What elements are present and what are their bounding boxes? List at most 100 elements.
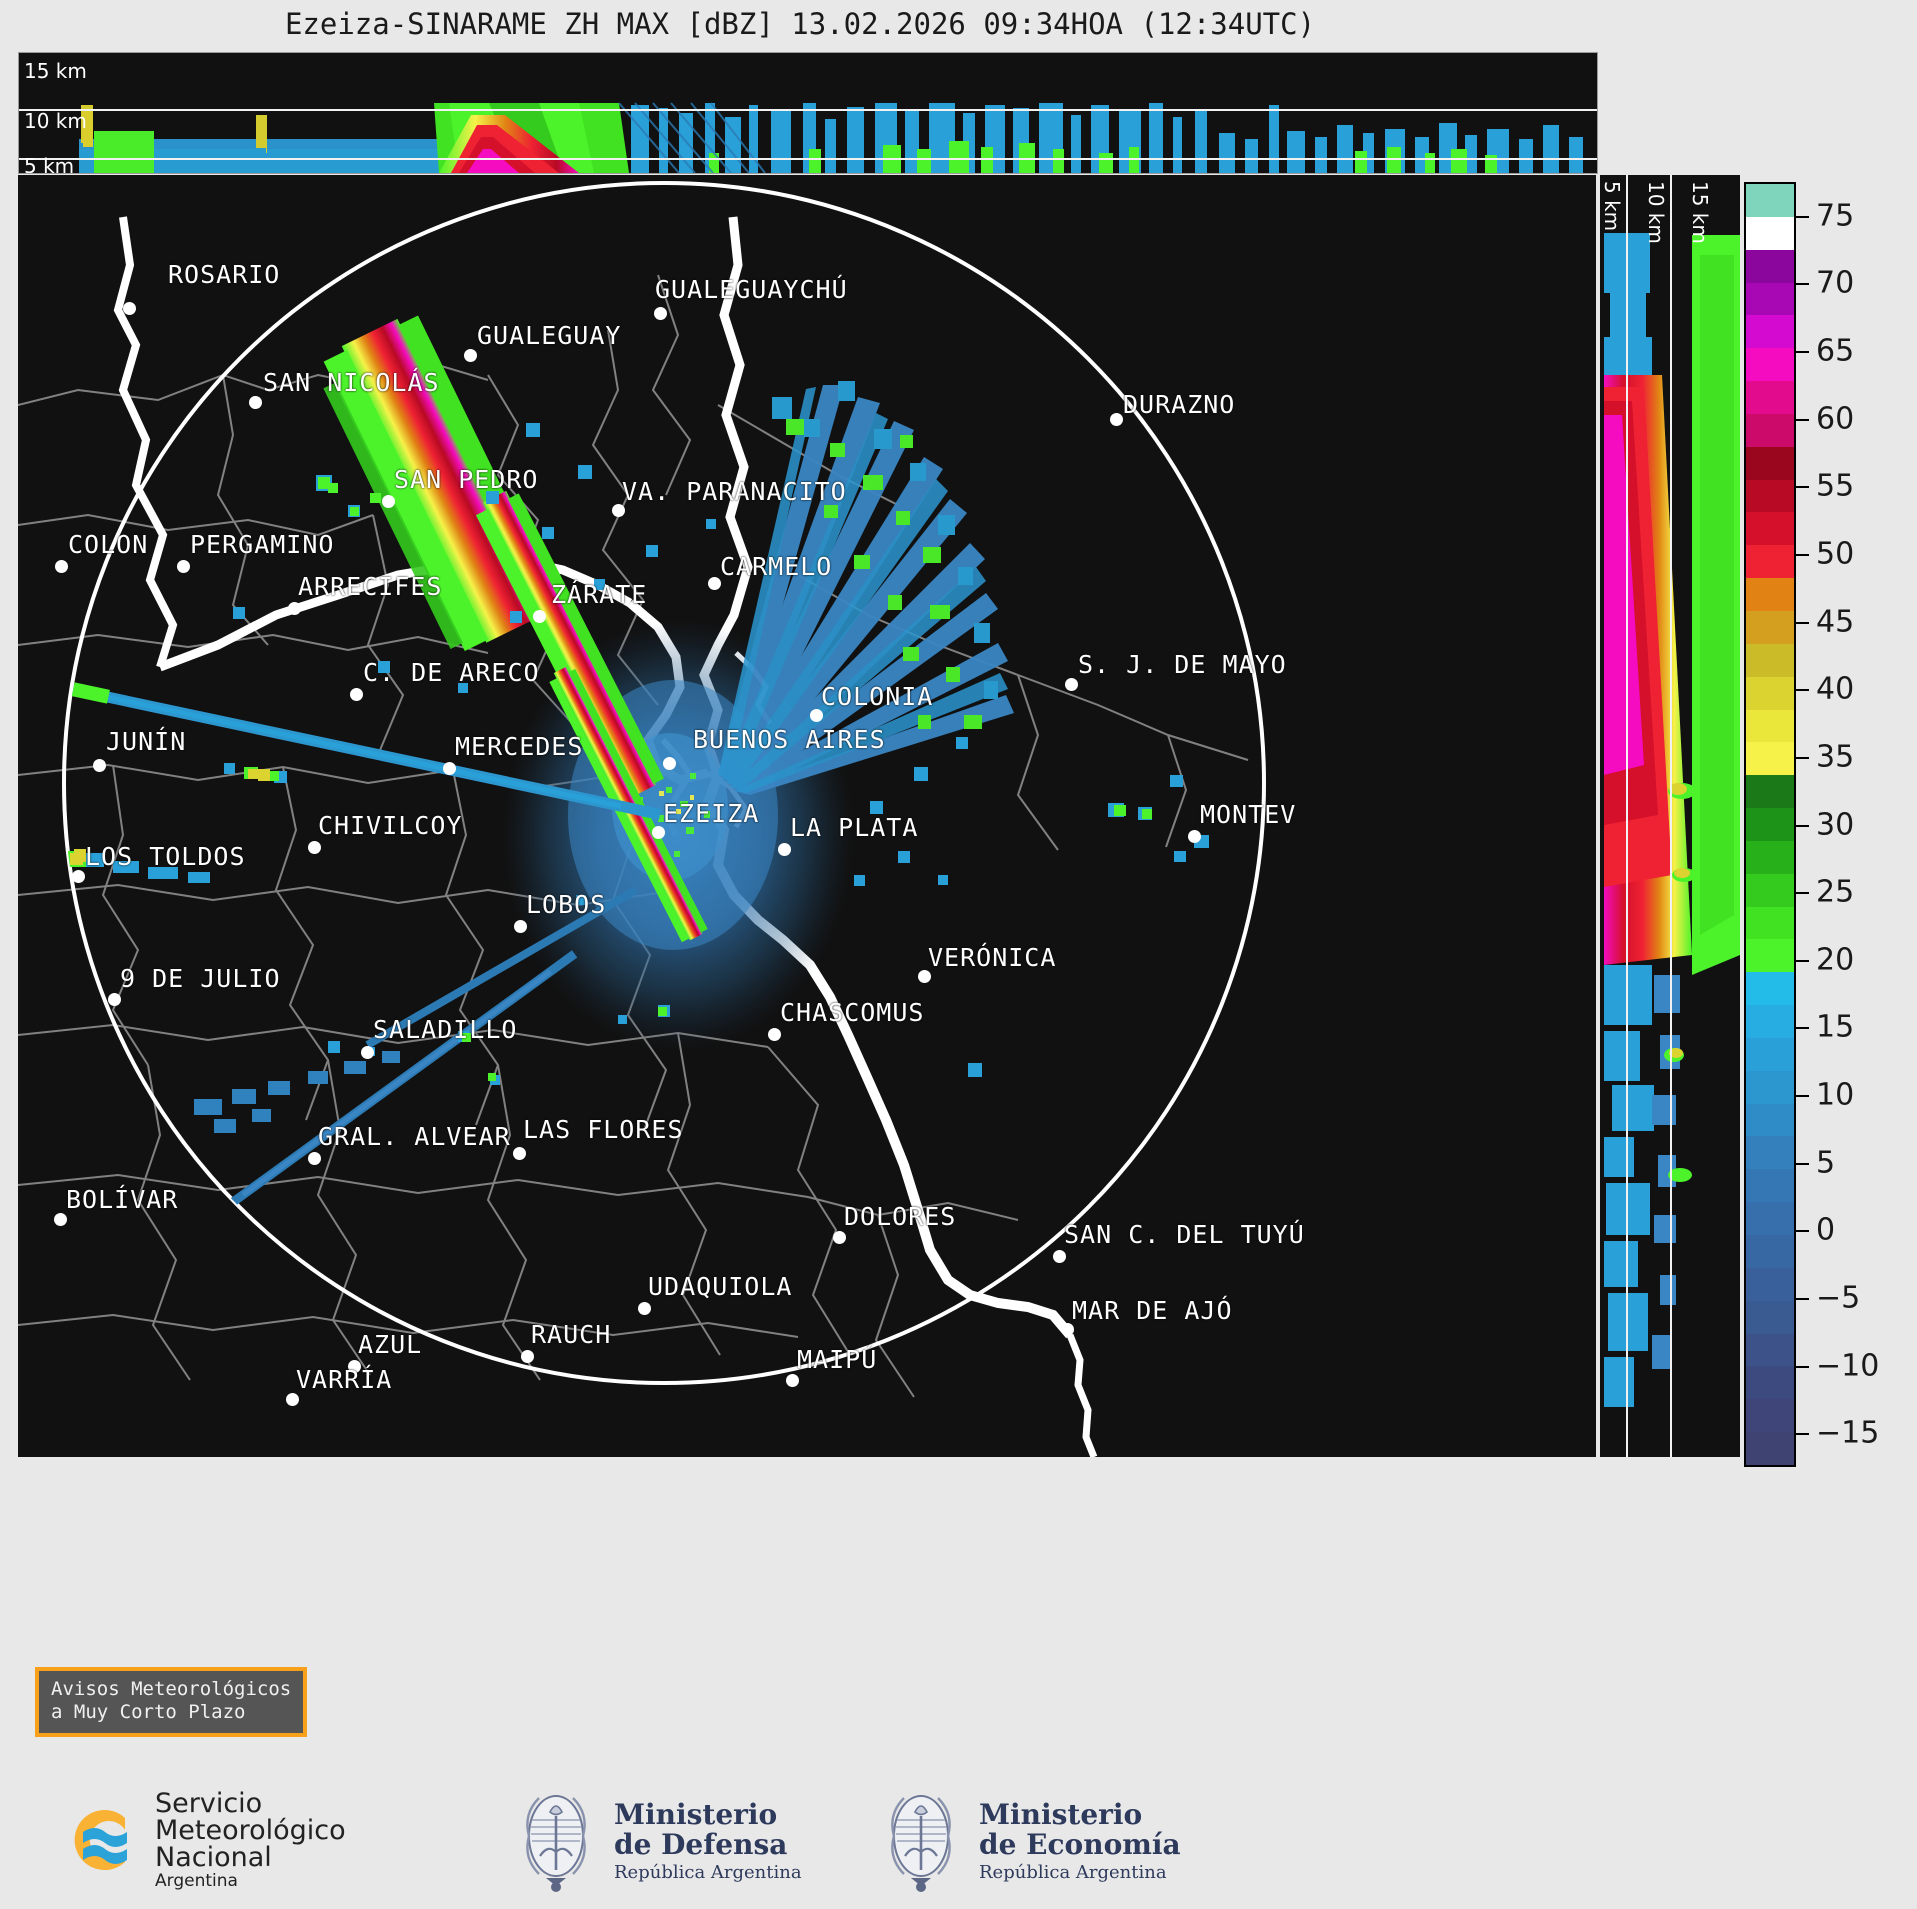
smn-line-3: Nacional	[155, 1842, 272, 1873]
colorbar-segment	[1746, 315, 1794, 349]
colorbar-tick	[1796, 1162, 1809, 1165]
colorbar-segment	[1746, 184, 1794, 217]
colorbar-segment	[1746, 1169, 1794, 1203]
colorbar-tick	[1796, 1095, 1809, 1098]
colorbar-segment	[1746, 1235, 1794, 1268]
colorbar-tick	[1796, 486, 1809, 489]
colorbar-tick	[1796, 1433, 1809, 1436]
colorbar-segment	[1746, 676, 1794, 710]
cross-section-right-panel: 5 km 10 km 15 km	[1600, 175, 1740, 1457]
economia-line-1: Ministerio	[979, 1798, 1143, 1832]
xsec-right-label-10km: 10 km	[1644, 181, 1668, 244]
colorbar-segment	[1746, 610, 1794, 644]
colorbar-segment	[1746, 972, 1794, 1006]
xsec-right-label-5km: 5 km	[1600, 181, 1624, 232]
alert-box[interactable]: Avisos Meteorológicos a Muy Corto Plazo	[35, 1667, 308, 1738]
colorbar-tick-label: 5	[1816, 1145, 1836, 1181]
colorbar-segment	[1746, 1267, 1794, 1301]
colorbar-tick	[1796, 892, 1809, 895]
gridline-10km-right	[1670, 175, 1672, 1457]
colorbar-segment	[1746, 808, 1794, 841]
colorbar-segment	[1746, 742, 1794, 776]
colorbar-tick-label: 55	[1816, 468, 1855, 504]
colorbar-segment	[1746, 709, 1794, 743]
colorbar-segment	[1746, 775, 1794, 809]
colorbar-segment	[1746, 643, 1794, 677]
gridline-5km-right	[1626, 175, 1628, 1457]
colorbar-tick	[1796, 824, 1809, 827]
colorbar-segment	[1746, 1103, 1794, 1137]
colorbar-segment	[1746, 216, 1794, 250]
colorbar-segment	[1746, 1136, 1794, 1170]
colorbar-segment	[1746, 446, 1794, 480]
colorbar-segment	[1746, 413, 1794, 447]
colorbar-segment	[1746, 578, 1794, 611]
colorbar-segment	[1746, 1432, 1794, 1465]
colorbar-tick	[1796, 1027, 1809, 1030]
gridline-10km	[19, 109, 1597, 111]
colorbar-segment	[1746, 939, 1794, 973]
economia-line-3: República Argentina	[979, 1861, 1167, 1883]
colorbar-tick-label: 25	[1816, 874, 1855, 910]
ministerio-defensa-logo: Ministerio de Defensa República Argentin…	[510, 1786, 802, 1896]
colorbar-segment	[1746, 545, 1794, 579]
colorbar-tick	[1796, 959, 1809, 962]
colorbar-tick-label: 20	[1816, 942, 1855, 978]
colorbar-tick	[1796, 1297, 1809, 1300]
coat-of-arms-icon	[526, 1795, 586, 1892]
colorbar-segment	[1746, 512, 1794, 546]
footer: Servicio Meteorológico Nacional Argentin…	[0, 1772, 1917, 1909]
colorbar-tick	[1796, 351, 1809, 354]
page-title: Ezeiza-SINARAME ZH MAX [dBZ] 13.02.2026 …	[284, 7, 1316, 41]
colorbar-segment	[1746, 1005, 1794, 1038]
colorbar-tick	[1796, 553, 1809, 556]
colorbar-tick-label: −15	[1816, 1415, 1880, 1451]
colorbar-segment	[1746, 348, 1794, 382]
colorbar-tick	[1796, 283, 1809, 286]
cross-section-top-panel: 15 km 10 km 5 km	[18, 52, 1598, 174]
smn-line-1: Servicio	[155, 1788, 263, 1819]
colorbar-tick	[1796, 1230, 1809, 1233]
alert-line-1: Avisos Meteorológicos	[51, 1678, 292, 1700]
smn-line-4: Argentina	[155, 1871, 238, 1891]
colorbar-segment	[1746, 840, 1794, 874]
gridline-5km	[19, 158, 1597, 160]
colorbar-segment	[1746, 1399, 1794, 1433]
colorbar-tick	[1796, 621, 1809, 624]
colorbar-tick	[1796, 215, 1809, 218]
colorbar-segment	[1746, 249, 1794, 283]
colorbar-tick-label: 10	[1816, 1077, 1855, 1113]
colorbar-tick	[1796, 689, 1809, 692]
coat-of-arms-icon	[891, 1795, 951, 1892]
smn-logo: Servicio Meteorológico Nacional Argentin…	[55, 1790, 346, 1890]
colorbar-tick-label: −10	[1816, 1348, 1880, 1384]
colorbar-tick	[1796, 756, 1809, 759]
colorbar-segment	[1746, 1300, 1794, 1334]
colorbar-segment	[1746, 906, 1794, 940]
colorbar-tick-label: 50	[1816, 536, 1855, 572]
radar-map-panel[interactable]	[18, 175, 1596, 1457]
colorbar-segment	[1746, 381, 1794, 414]
colorbar-segment	[1746, 1202, 1794, 1235]
radar-range-ring	[62, 181, 1266, 1385]
colorbar-tick-label: 45	[1816, 604, 1855, 640]
colorbar-tick-label: 15	[1816, 1009, 1855, 1045]
colorbar: 75 70 65 60 55 50 45 40 35 30 25 20 15 10 5 0 −5 −10 −15	[1744, 182, 1904, 1467]
colorbar-tick-label: −5	[1816, 1280, 1861, 1316]
colorbar-tick	[1796, 1365, 1809, 1368]
colorbar-tick-label: 30	[1816, 807, 1855, 842]
colorbar-segment	[1746, 1333, 1794, 1367]
alert-line-2: a Muy Corto Plazo	[51, 1701, 246, 1724]
colorbar-tick	[1796, 418, 1809, 421]
xsec-right-label-15km: 15 km	[1688, 181, 1712, 244]
colorbar-tick-label: 0	[1816, 1212, 1836, 1248]
defensa-line-2: de Defensa	[614, 1827, 788, 1861]
radar-echoes	[68, 315, 1209, 1217]
economia-line-2: de Economía	[979, 1827, 1181, 1861]
colorbar-segment	[1746, 282, 1794, 316]
smn-logo-mark	[74, 1810, 127, 1870]
ministerio-economia-logo: Ministerio de Economía República Argenti…	[875, 1786, 1181, 1896]
colorbar-gradient	[1744, 182, 1796, 1467]
colorbar-tick-label: 35	[1816, 739, 1855, 775]
colorbar-tick-label: 70	[1816, 265, 1855, 301]
